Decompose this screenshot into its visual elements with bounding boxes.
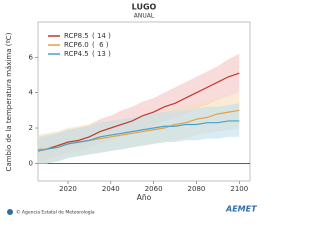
y-tick-label: 4 [29,89,34,97]
x-tick-label: 2020 [59,185,77,193]
y-tick-label: 6 [29,53,34,61]
x-tick-label: 2040 [102,185,120,193]
legend-label: RCP8.5 [64,32,89,40]
legend-label: RCP4.5 [64,50,89,58]
x-tick-label: 2100 [230,185,248,193]
legend-count: ( 6 ) [92,41,109,49]
footer-logo: AEMET [225,205,257,214]
footer-credit: © Agencia Estatal de Meteorología [16,209,95,216]
y-tick-label: 2 [29,124,33,132]
x-tick-label: 2060 [145,185,163,193]
chart: LUGO ANUAL Año Cambio de la temperatura … [5,3,257,216]
legend-count: ( 14 ) [92,32,111,40]
series-line [37,120,240,152]
series-line [37,72,240,152]
footer-icon [7,209,13,215]
chart-title: LUGO [132,3,157,12]
legend-count: ( 13 ) [92,50,111,58]
chart-subtitle: ANUAL [134,13,155,20]
y-axis-label: Cambio de la temperatura máxima (ºC) [5,32,13,171]
y-tick-label: 0 [29,159,33,167]
uncertainty-band [38,103,240,164]
x-axis-label: Año [137,193,152,202]
x-tick-label: 2080 [188,185,206,193]
legend-label: RCP6.0 [64,41,89,49]
